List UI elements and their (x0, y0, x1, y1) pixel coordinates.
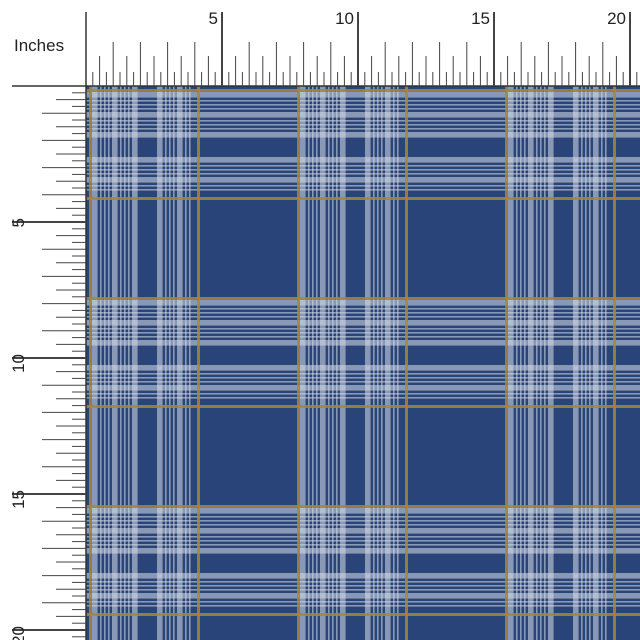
fabric-shade (86, 86, 640, 640)
ruler-label: 5 (9, 218, 28, 227)
ruler-label: 15 (471, 9, 490, 28)
ruler-label: 10 (9, 354, 28, 373)
left-ruler (0, 0, 86, 640)
ruler-label: 20 (9, 626, 28, 640)
ruler-label: 15 (9, 490, 28, 509)
plaid-fabric (86, 86, 640, 640)
ruler-label: 20 (607, 9, 626, 28)
top-ruler (0, 0, 640, 86)
ruler-unit: Inches (14, 36, 64, 55)
ruler-label: 10 (335, 9, 354, 28)
ruler-label: 5 (209, 9, 218, 28)
